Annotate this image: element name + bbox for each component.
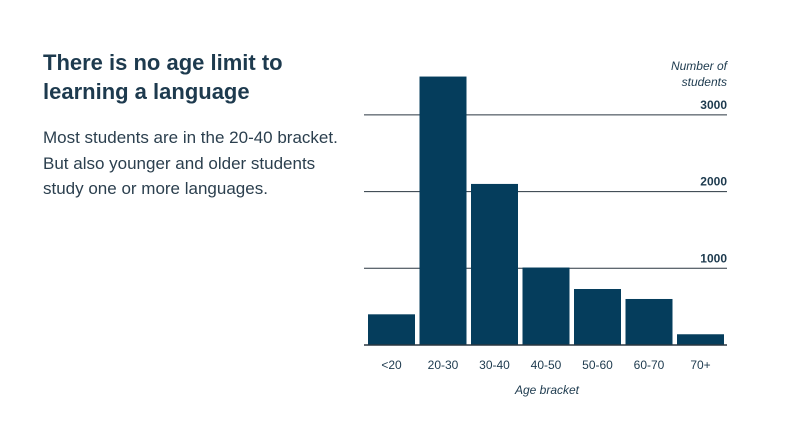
- y-axis-title-line-2: students: [682, 75, 727, 89]
- x-tick-label: 40-50: [531, 358, 562, 372]
- y-tick-label: 3000: [700, 98, 727, 112]
- x-tick-labels: <20 20-30 30-40 40-50 50-60 60-70 70+: [381, 358, 710, 372]
- x-tick-label: 50-60: [582, 358, 613, 372]
- bar-6: [677, 334, 724, 345]
- x-tick-label: 60-70: [634, 358, 665, 372]
- bar-4: [574, 289, 621, 345]
- bar-2: [471, 183, 518, 345]
- x-tick-label: 70+: [690, 358, 710, 372]
- bar-3: [522, 267, 570, 345]
- y-tick-labels: 1000 2000 3000: [700, 98, 727, 265]
- bar-5: [625, 298, 673, 345]
- x-tick-label: 20-30: [428, 358, 459, 372]
- x-tick-label: 30-40: [479, 358, 510, 372]
- gridlines: [364, 114, 727, 269]
- y-tick-label: 2000: [700, 175, 727, 189]
- bars: [368, 76, 724, 346]
- headline: There is no age limit to learning a lang…: [43, 50, 283, 104]
- bar-0: [368, 314, 415, 345]
- y-tick-label: 1000: [700, 251, 727, 265]
- x-tick-label: <20: [381, 358, 402, 372]
- x-axis-title: Age bracket: [514, 383, 580, 397]
- y-axis-title-line-1: Number of: [671, 59, 729, 73]
- body-text: Most students are in the 20-40 bracket. …: [43, 128, 338, 198]
- bar-1: [419, 76, 467, 346]
